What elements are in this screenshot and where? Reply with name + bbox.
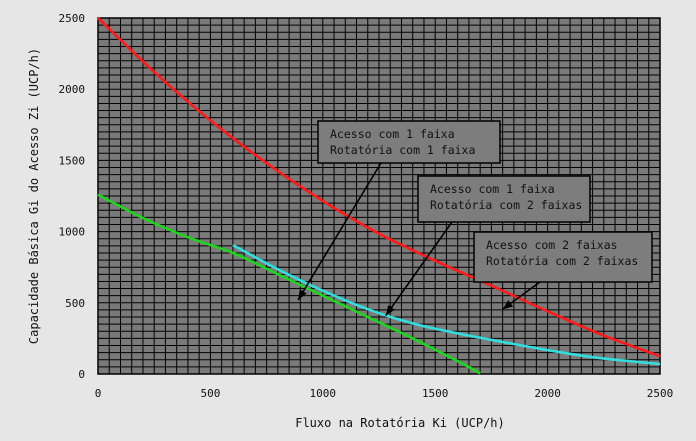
- series-group: [97, 17, 661, 375]
- annotation-3: Acesso com 2 faixas Rotatória com 2 faixa…: [473, 231, 653, 310]
- annotation-arrowhead: [385, 305, 395, 316]
- annotation-arrowhead: [502, 300, 514, 310]
- annotation-text: Rotatória com 2 faixas: [486, 254, 638, 268]
- annotation-arrow-line: [297, 162, 382, 301]
- x-tick-label: 500: [200, 387, 220, 400]
- x-tick-label: 0: [95, 387, 102, 400]
- series-line-3: [97, 193, 481, 375]
- annotation-text: Acesso com 1 faixa: [330, 127, 455, 141]
- annotation-2: Acesso com 1 faixa Rotatória com 2 faixas: [385, 175, 591, 317]
- annotation-box: [317, 120, 501, 164]
- annotation-box: [417, 175, 591, 223]
- annotation-1: Acesso com 1 faixa Rotatória com 1 faixa: [297, 120, 501, 301]
- y-tick-label: 0: [78, 368, 85, 381]
- annotation-text: Rotatória com 2 faixas: [430, 198, 582, 212]
- y-tick-label: 2000: [59, 83, 86, 96]
- y-tick-label: 1000: [59, 226, 86, 239]
- x-tick-label: 1500: [422, 387, 449, 400]
- y-tick-label: 500: [65, 297, 85, 310]
- x-tick-label: 2500: [647, 387, 674, 400]
- x-axis-title: Fluxo na Rotatória Ki (UCP/h): [295, 416, 505, 430]
- y-tick-labels: 0 500 1000 1500 2000 2500: [59, 12, 86, 381]
- annotation-box: [473, 231, 653, 283]
- y-axis-title: Capacidade Básica Gi do Acesso Zi (UCP/h…: [27, 48, 41, 344]
- y-tick-label: 2500: [59, 12, 86, 25]
- y-tick-label: 1500: [59, 154, 86, 167]
- series-line-1: [97, 17, 661, 358]
- series-line-2: [232, 243, 661, 366]
- x-tick-labels: 0 500 1000 1500 2000 2500: [95, 387, 674, 400]
- annotation-arrowhead: [298, 289, 307, 300]
- annotation-text: Acesso com 2 faixas: [486, 238, 618, 252]
- x-tick-label: 2000: [534, 387, 561, 400]
- annotation-arrow-line: [385, 221, 453, 317]
- annotation-text: Acesso com 1 faixa: [430, 182, 555, 196]
- x-tick-label: 1000: [310, 387, 337, 400]
- annotation-text: Rotatória com 1 faixa: [330, 143, 475, 157]
